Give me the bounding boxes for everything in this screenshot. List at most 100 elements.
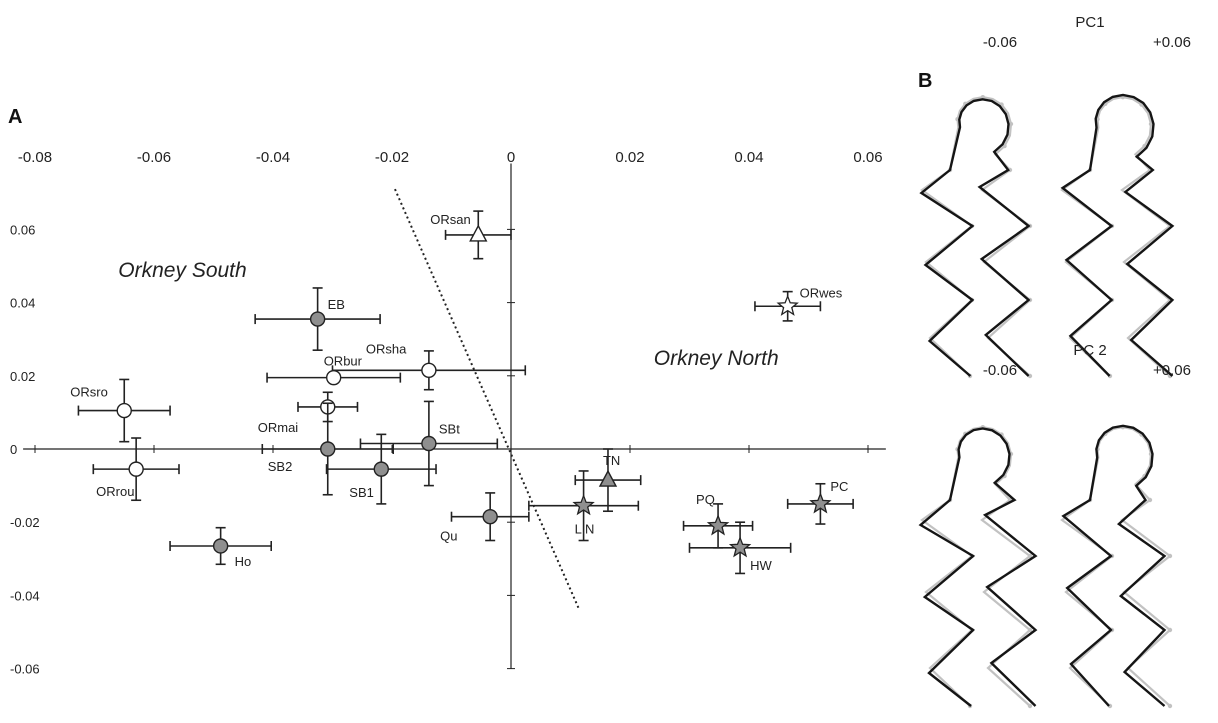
- star-marker: [706, 514, 730, 536]
- point-label: Ho: [235, 554, 252, 569]
- x-tick-label: 0: [507, 149, 515, 166]
- pc-left-label: -0.06: [983, 362, 1017, 379]
- circle-marker: [309, 311, 326, 327]
- outline-path: [1060, 93, 1175, 377]
- landmark-dot: [1008, 121, 1014, 127]
- x-tick-label: 0.02: [615, 149, 644, 166]
- point-orsan: ORsan: [430, 210, 512, 260]
- star-marker: [572, 493, 595, 516]
- point-label: ORsan: [430, 212, 470, 227]
- landmark-dot: [1167, 627, 1173, 633]
- x-tick-labels: -0.08 -0.06 -0.04 -0.02 0 0.02 0.04 0.06: [18, 149, 883, 166]
- mean-shape-outline: [1060, 424, 1173, 709]
- region-label-orkney-north: Orkney North: [654, 347, 779, 370]
- landmark-dot: [1027, 627, 1033, 633]
- point-sb2: SB2: [261, 402, 394, 496]
- circle-marker: [128, 461, 144, 477]
- deformed-shape-outline: [1060, 93, 1175, 377]
- y-tick-label: 0.06: [10, 222, 35, 237]
- point-eb: EB: [254, 287, 381, 351]
- x-tick-label: -0.06: [137, 149, 171, 166]
- x-tick-label: -0.04: [256, 149, 290, 166]
- y-tick-label: -0.04: [10, 588, 40, 603]
- deformed-shape-outline: [918, 427, 1038, 707]
- x-tick-label: -0.02: [375, 149, 409, 166]
- x-tick-label: 0.06: [853, 149, 882, 166]
- point-label: SB1: [349, 485, 374, 500]
- y-tick-label: -0.02: [10, 515, 40, 530]
- x-tick-label: 0.04: [734, 149, 763, 166]
- circle-marker: [325, 369, 342, 386]
- point-qu: Qu: [440, 492, 530, 544]
- point-label: PQ: [696, 492, 715, 507]
- pc-title: PC 2: [1073, 342, 1106, 359]
- region-label-orkney-south: Orkney South: [118, 259, 246, 282]
- outline-path: [918, 427, 1038, 707]
- mean-shape-outline: [1060, 94, 1173, 379]
- mean-shape-outline: [920, 94, 1033, 379]
- circle-marker: [116, 402, 132, 419]
- deformed-shape-outline: [1061, 424, 1167, 707]
- circle-marker: [320, 441, 336, 457]
- y-tick-labels: 0.06 0.04 0.02 0 -0.02 -0.04 -0.06: [10, 222, 40, 676]
- mean-shape-outline: [920, 424, 1033, 709]
- y-tick-label: -0.06: [10, 662, 40, 677]
- point-label: L N: [575, 522, 595, 537]
- point-orbur: ORbur: [266, 354, 402, 386]
- star-marker: [809, 492, 832, 514]
- outline-path: [1060, 95, 1172, 377]
- point-label: ORbur: [324, 354, 363, 369]
- panel-b-label: B: [918, 70, 932, 92]
- deformed-shape-outline: [919, 98, 1031, 377]
- landmark-dot: [1167, 553, 1173, 559]
- point-orrou: ORrou: [92, 437, 180, 502]
- x-tick-label: -0.08: [18, 149, 52, 166]
- point-tn: TN: [574, 448, 642, 513]
- point-label: SB2: [268, 459, 293, 474]
- outline-path: [920, 425, 1032, 707]
- pca-axes: [23, 163, 886, 670]
- pc-shape-panel: PC1 -0.06 +0.06 PC 2 -0.06 +0.06: [918, 14, 1191, 709]
- pc-title: PC1: [1075, 14, 1104, 31]
- panel-a-label: A: [8, 106, 22, 128]
- outline-path: [1061, 424, 1167, 707]
- point-ormai: ORmai: [258, 391, 359, 435]
- star-marker: [728, 536, 752, 558]
- y-tick-label: 0.02: [10, 369, 35, 384]
- landmark-dot: [1167, 703, 1173, 709]
- circle-marker: [373, 461, 389, 477]
- point-label: EB: [328, 297, 345, 312]
- point-label: TN: [603, 453, 620, 468]
- triangle-marker: [469, 224, 488, 242]
- y-tick-label: 0.04: [10, 296, 35, 311]
- point-orsro: ORsro: [70, 378, 171, 443]
- point-label: ORrou: [96, 484, 134, 499]
- point-label: HW: [750, 558, 772, 573]
- point-label: Qu: [440, 529, 457, 544]
- point-ho: Ho: [169, 526, 273, 569]
- y-tick-label: 0: [10, 442, 17, 457]
- landmark-dot: [1147, 497, 1153, 503]
- circle-marker: [421, 362, 437, 379]
- point-pq: PQ: [682, 492, 754, 549]
- triangle-marker: [598, 469, 618, 487]
- point-orwes: ORwes: [754, 285, 843, 322]
- dotted-divider-line: [394, 188, 581, 611]
- circle-marker: [212, 538, 229, 554]
- point-sbt: SBt: [359, 400, 499, 487]
- landmark-dot: [1027, 553, 1033, 559]
- point-label: ORmai: [258, 420, 299, 435]
- landmark-dot: [1007, 167, 1013, 173]
- star-marker: [776, 294, 799, 316]
- point-label: ORsro: [70, 385, 108, 400]
- pc-left-label: -0.06: [983, 34, 1017, 51]
- point-l-n: L N: [528, 470, 640, 542]
- point-hw: HW: [688, 521, 792, 575]
- pc-right-label: +0.06: [1153, 34, 1191, 51]
- point-sb1: SB1: [325, 433, 437, 505]
- point-label: PC: [830, 479, 848, 494]
- point-label: ORwes: [800, 285, 843, 300]
- point-orsha: ORsha: [331, 341, 527, 391]
